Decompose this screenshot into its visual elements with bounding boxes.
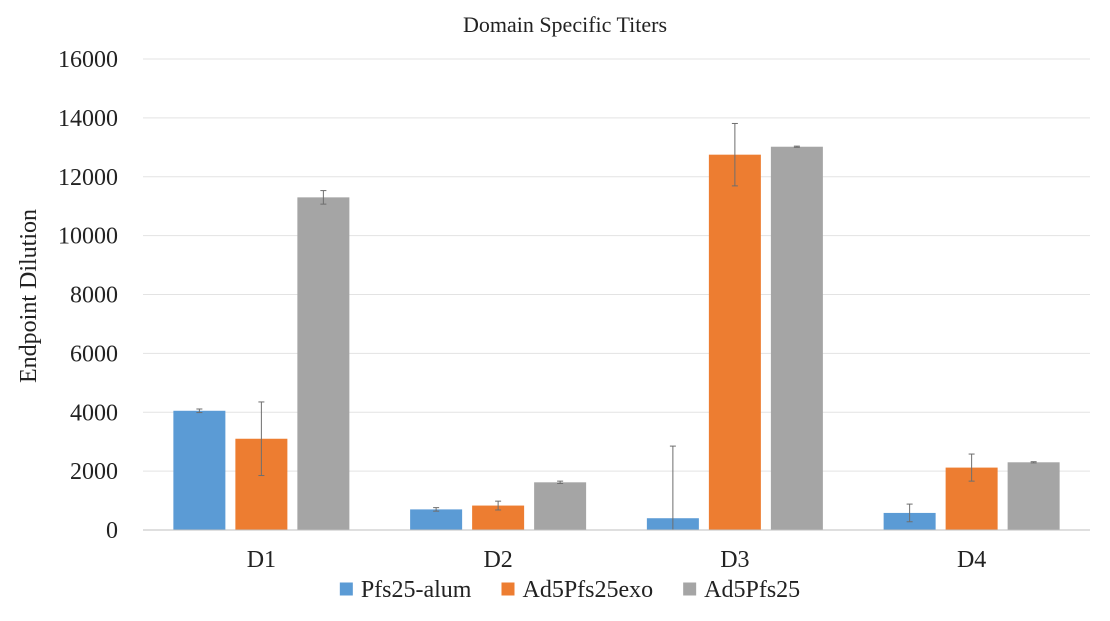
error-bar (793, 145, 800, 148)
y-tick-label: 10000 (58, 224, 118, 250)
error-bars (196, 122, 1037, 531)
error-bar (557, 480, 564, 484)
error-bar (906, 503, 913, 523)
bar-pfs25-alum-d1 (173, 410, 226, 530)
x-tick-label: D3 (720, 547, 749, 573)
error-bar (433, 507, 440, 512)
legend-item: Ad5Pfs25exo (501, 577, 653, 603)
y-axis-label: Endpoint Dilution (16, 209, 42, 383)
bar-ad5pfs25-d4 (1007, 462, 1060, 530)
legend-label: Pfs25-alum (361, 577, 472, 603)
y-tick-label: 0 (106, 518, 118, 544)
legend: Pfs25-alum Ad5Pfs25exo Ad5Pfs25 (339, 577, 800, 603)
chart-title: Domain Specific Titers (463, 12, 667, 37)
bar-ad5pfs25-d3 (770, 146, 823, 530)
y-tick-label: 2000 (70, 459, 118, 485)
x-tick-label: D2 (483, 547, 512, 573)
y-tick-labels: 0 2000 4000 6000 8000 10000 12000 14000 16000 (58, 47, 118, 544)
error-bar (968, 453, 975, 482)
bar-ad5pfs25-d1 (297, 197, 350, 530)
bar-ad5pfs25-d2 (534, 482, 587, 530)
bar-ad5pfs25exo-d3 (708, 154, 761, 530)
legend-item: Pfs25-alum (339, 577, 472, 603)
y-tick-label: 8000 (70, 283, 118, 309)
y-tick-label: 16000 (58, 47, 118, 73)
x-tick-label: D4 (957, 547, 986, 573)
bar-pfs25-alum-d2 (410, 509, 463, 530)
legend-swatch (339, 582, 353, 596)
legend-label: Ad5Pfs25exo (522, 577, 653, 603)
error-bar (669, 445, 676, 531)
y-tick-label: 6000 (70, 341, 118, 367)
bars (173, 146, 1060, 530)
y-tick-label: 14000 (58, 106, 118, 132)
y-tick-label: 4000 (70, 400, 118, 426)
error-bar (258, 401, 265, 477)
grid-lines (143, 58, 1090, 472)
x-tick-labels: D1 D2 D3 D4 (247, 547, 987, 573)
error-bar (196, 408, 203, 414)
error-bar (1030, 461, 1037, 464)
error-bar (731, 122, 738, 187)
x-tick-label: D1 (247, 547, 276, 573)
legend-item: Ad5Pfs25 (683, 577, 800, 603)
error-bar (320, 190, 327, 205)
legend-swatch (683, 582, 697, 596)
y-tick-label: 12000 (58, 165, 118, 191)
legend-swatch (501, 582, 515, 596)
error-bar (495, 500, 502, 511)
legend-label: Ad5Pfs25 (704, 577, 800, 603)
